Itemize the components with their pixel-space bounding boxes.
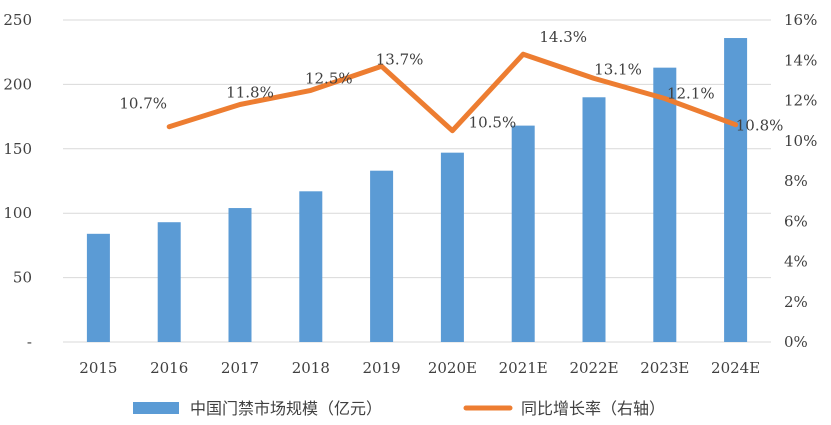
x-axis-tick-label: 2022E	[569, 359, 618, 377]
x-axis-tick-label: 2024E	[711, 359, 760, 377]
x-axis-tick-label: 2019	[363, 359, 401, 377]
legend-label-bar: 中国门禁市场规模（亿元）	[190, 399, 382, 418]
x-axis-tick-label: 2020E	[428, 359, 477, 377]
right-axis-tick-label: 4%	[784, 253, 808, 271]
right-axis-tick-label: 10%	[784, 132, 817, 150]
legend-swatch-bar	[133, 402, 179, 414]
right-axis-tick-label: 0%	[784, 333, 808, 351]
left-axis-tick-label: 250	[3, 11, 32, 29]
bar	[157, 222, 181, 342]
bar	[299, 191, 323, 342]
growth-rate-label: 14.3%	[539, 28, 587, 46]
data-labels: 10.7% 11.8% 12.5% 13.7% 10.5% 14.3% 13.1% 12.1%…	[119, 28, 783, 134]
left-axis-tick-label: 200	[3, 75, 32, 93]
x-axis-tick-label: 2015	[79, 359, 117, 377]
bar	[511, 125, 535, 342]
right-axis-tick-label: 16%	[784, 11, 817, 29]
bar-series	[86, 38, 748, 342]
growth-rate-label: 10.8%	[736, 117, 784, 135]
right-axis-tick-label: 2%	[784, 293, 808, 311]
bar	[582, 97, 606, 342]
growth-rate-line	[166, 51, 739, 134]
left-axis-tick-label: 100	[3, 204, 32, 222]
legend: 中国门禁市场规模（亿元） 同比增长率（右轴）	[133, 399, 665, 418]
x-axis-tick-label: 2018	[292, 359, 330, 377]
x-axis-tick-label: 2021E	[499, 359, 548, 377]
x-axis-tick-label: 2023E	[640, 359, 689, 377]
left-axis-tick-label: -	[27, 333, 32, 351]
growth-rate-label: 10.7%	[119, 95, 167, 113]
right-axis-tick-label: 14%	[784, 51, 817, 69]
bar	[653, 67, 677, 342]
growth-rate-label: 12.5%	[305, 69, 353, 87]
right-axis-tick-label: 8%	[784, 172, 808, 190]
axes: - 50 100 150 200 250 0% 2% 4% 6% 8% 10% 12% 14% 16% 201…	[3, 11, 817, 377]
grid-lines	[63, 19, 771, 343]
bar	[724, 38, 748, 342]
growth-rate-label: 10.5%	[469, 114, 517, 132]
legend-label-line: 同比增长率（右轴）	[521, 399, 665, 418]
growth-rate-label: 13.1%	[594, 60, 642, 78]
bar	[370, 170, 394, 342]
x-axis-tick-label: 2017	[221, 359, 259, 377]
left-axis-tick-label: 150	[3, 140, 32, 158]
bar	[228, 208, 252, 342]
x-axis-tick-label: 2016	[150, 359, 188, 377]
right-axis-tick-label: 6%	[784, 212, 808, 230]
growth-rate-label: 13.7%	[376, 50, 424, 68]
line-series	[166, 51, 739, 134]
growth-rate-label: 11.8%	[226, 84, 274, 102]
bar	[86, 233, 110, 342]
left-axis-tick-label: 50	[13, 269, 32, 287]
bar	[440, 152, 464, 342]
right-axis-tick-label: 12%	[784, 92, 817, 110]
growth-rate-label: 12.1%	[667, 84, 715, 102]
